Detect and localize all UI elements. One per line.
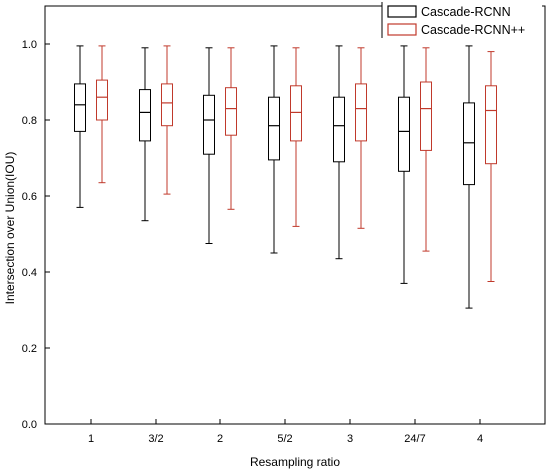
x-tick-label: 24/7 — [404, 433, 425, 445]
x-axis: 1 3/2 2 5/2 3 24/7 4 — [88, 419, 483, 445]
box-plot-item — [225, 47, 237, 210]
box-plot-item — [74, 45, 86, 208]
iqr-box — [139, 89, 151, 142]
box-plot-item — [333, 45, 345, 260]
box-plot-item — [463, 45, 475, 309]
box-series-cascade-rcnn-plus-plus — [96, 45, 497, 282]
iqr-box — [225, 87, 237, 136]
x-tick-label: 3/2 — [148, 433, 163, 445]
legend-swatch — [387, 23, 417, 36]
x-tick-label: 4 — [477, 433, 483, 445]
iqr-box — [268, 96, 280, 161]
box-series-cascade-rcnn — [74, 45, 475, 309]
box-plot-item — [398, 45, 410, 284]
legend-swatch — [387, 5, 417, 18]
y-tick-label: 0.2 — [22, 343, 37, 355]
iqr-box — [463, 102, 475, 186]
x-tick-label: 1 — [88, 433, 94, 445]
box-plot-item — [203, 47, 215, 244]
iqr-box — [333, 96, 345, 163]
iqr-box — [398, 96, 410, 172]
box-plot-item — [485, 51, 497, 282]
y-tick-label: 1.0 — [22, 39, 37, 51]
x-axis-title: Resampling ratio — [250, 455, 340, 469]
iqr-box — [203, 94, 215, 155]
iqr-box — [485, 85, 497, 165]
box-plot-item — [355, 47, 367, 229]
box-series-group — [74, 45, 497, 309]
y-tick-label: 0.0 — [22, 419, 37, 431]
x-tick-label: 2 — [217, 433, 223, 445]
y-tick-label: 0.4 — [22, 267, 37, 279]
y-tick-label: 0.8 — [22, 115, 37, 127]
box-plot-item — [290, 47, 302, 227]
box-plot-item — [420, 47, 432, 252]
legend-label: Cascade-RCNN — [421, 5, 511, 19]
iqr-box — [290, 85, 302, 142]
iqr-box — [355, 83, 367, 142]
plot-frame — [44, 5, 546, 425]
box-plot-item — [161, 45, 173, 195]
box-plot-item — [268, 45, 280, 254]
iqr-box — [420, 81, 432, 151]
iqr-box — [161, 83, 173, 127]
x-tick-label: 5/2 — [277, 433, 292, 445]
y-axis: 0.0 0.2 0.4 0.6 0.8 1.0 — [22, 39, 50, 431]
box-plot-item — [96, 45, 108, 184]
y-axis-title: Intersection over Union(IOU) — [3, 152, 17, 305]
x-tick-label: 3 — [347, 433, 353, 445]
iqr-box — [96, 79, 108, 121]
y-tick-label: 0.6 — [22, 191, 37, 203]
legend: Cascade-RCNN Cascade-RCNN++ — [381, 2, 542, 38]
iqr-box — [74, 83, 86, 132]
legend-label: Cascade-RCNN++ — [421, 23, 525, 37]
box-plot-item — [139, 47, 151, 222]
